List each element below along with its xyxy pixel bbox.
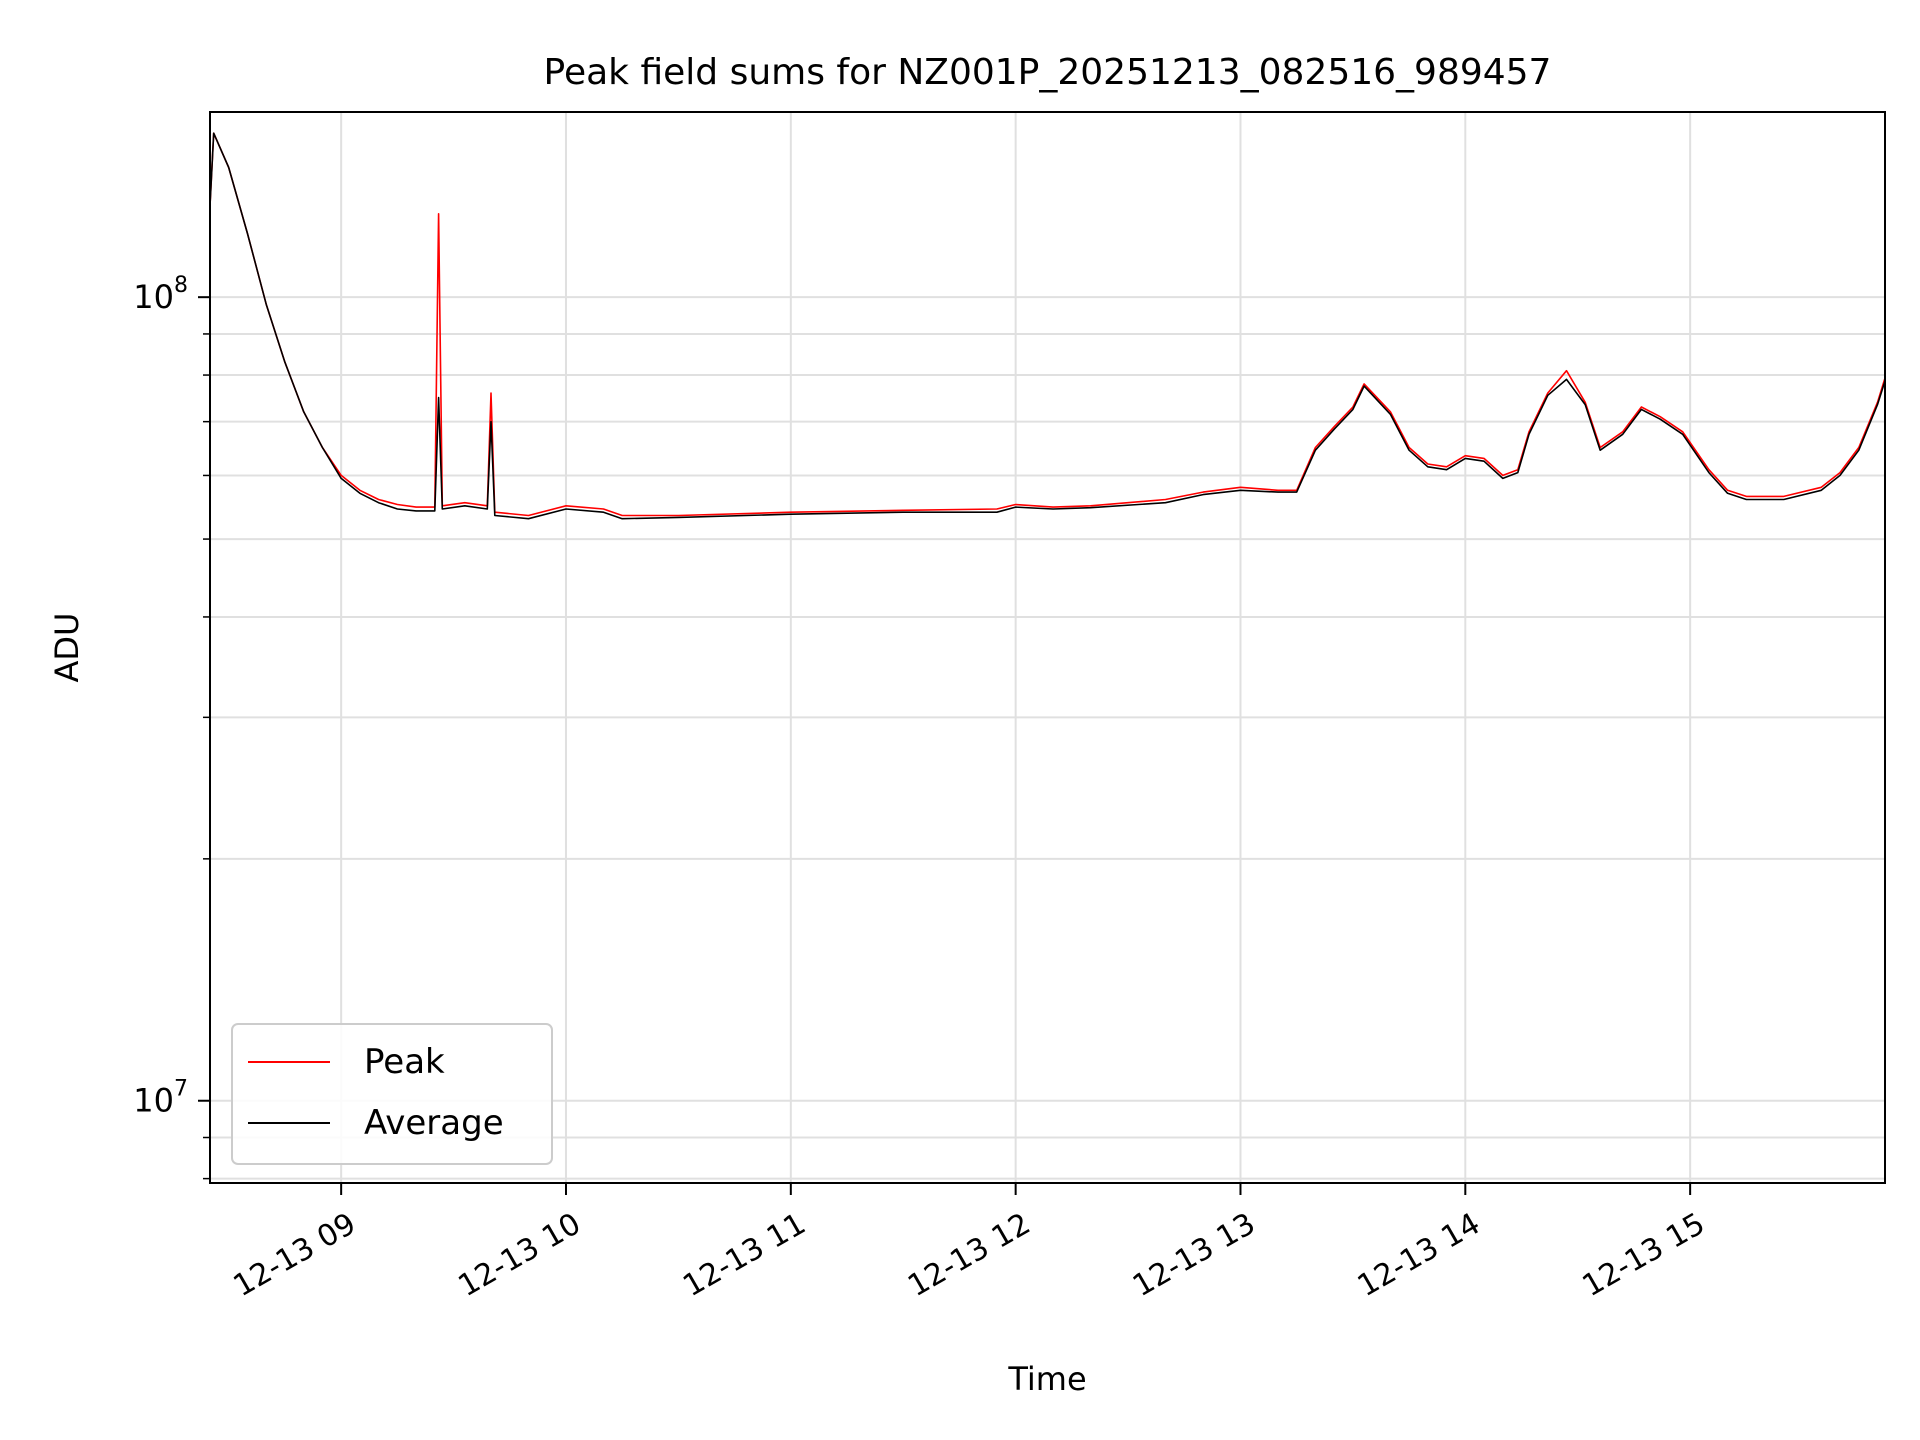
x-tick-label: 12-13 13 (1127, 1206, 1261, 1304)
legend-box (231, 1023, 553, 1165)
series-line-peak (210, 132, 1885, 517)
x-tick-label: 12-13 15 (1577, 1206, 1711, 1304)
x-tick-label: 12-13 10 (452, 1206, 586, 1304)
y-tick-label: 108 (133, 273, 188, 316)
x-tick-label: 12-13 12 (902, 1206, 1036, 1304)
legend-label-peak: Peak (364, 1042, 445, 1082)
chart-title: Peak field sums for NZ001P_20251213_0825… (544, 52, 1552, 93)
x-tick-label: 12-13 11 (677, 1206, 811, 1304)
grid-lines (210, 112, 1885, 1183)
y-tick-exponent: 7 (174, 1077, 188, 1102)
y-tick-label: 107 (133, 1077, 188, 1120)
y-tick-base: 10 (133, 278, 174, 316)
series-line-average (210, 132, 1885, 520)
y-tick-exponent: 8 (174, 273, 188, 298)
y-tick-base: 10 (133, 1082, 174, 1120)
y-axis-label: ADU (48, 613, 86, 683)
legend-label-average: Average (364, 1103, 504, 1143)
x-axis-label: Time (1007, 1360, 1086, 1398)
plot-frame (209, 111, 1886, 1184)
legend: Peak Average (231, 1023, 553, 1165)
x-tick-label: 12-13 14 (1352, 1206, 1486, 1304)
series-lines (210, 132, 1885, 520)
x-tick-label: 12-13 09 (228, 1206, 362, 1304)
